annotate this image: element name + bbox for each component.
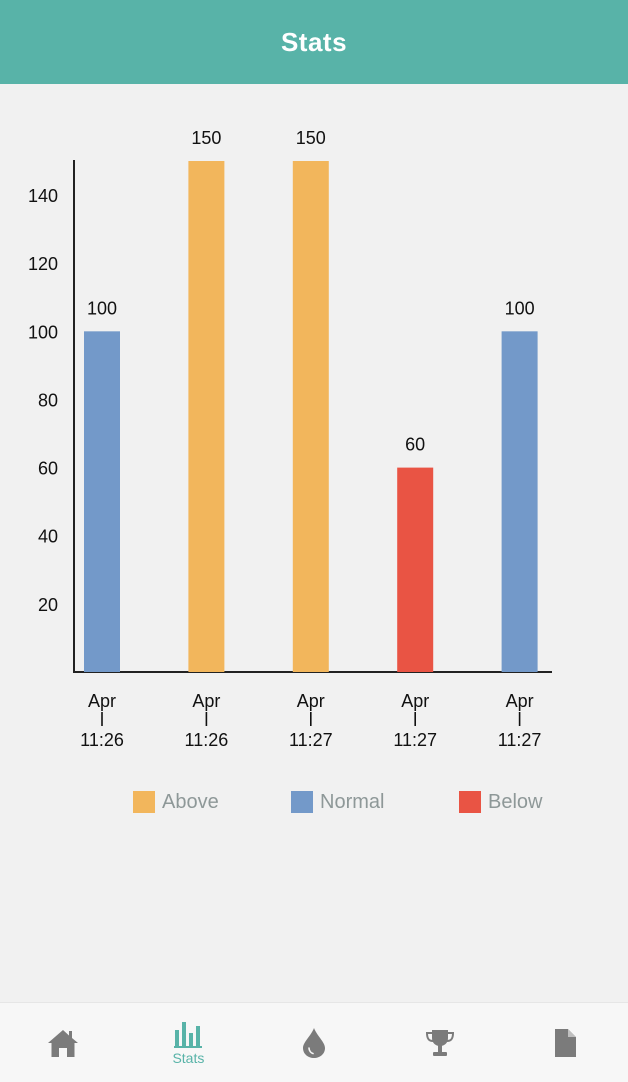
x-tick-label-month: Apr <box>192 691 220 711</box>
legend-swatch <box>459 791 481 813</box>
bar-2 <box>188 161 225 672</box>
tab-drop[interactable] <box>251 1003 377 1082</box>
stats-icon <box>174 1020 203 1048</box>
tab-trophy[interactable] <box>377 1003 503 1082</box>
bar-chart-svg: 20 40 60 80 100 120 140 100 Apr 11:26 150 Apr 11:26 1… <box>28 128 552 750</box>
bar-value-label: 150 <box>296 128 326 148</box>
tab-bar: Stats <box>0 1002 628 1082</box>
bar-value-label: 100 <box>87 298 117 318</box>
legend-item-below: Below <box>459 784 542 820</box>
y-tick-label: 40 <box>38 527 58 547</box>
chart-legend: Above Normal Below <box>0 784 628 820</box>
header-bar: Stats <box>0 0 628 84</box>
x-tick-label-time: 11:26 <box>80 730 124 750</box>
bar-3 <box>292 161 329 672</box>
tab-home[interactable] <box>0 1003 126 1082</box>
y-tick-label: 80 <box>38 390 58 410</box>
document-icon <box>553 1028 577 1058</box>
bar-4 <box>397 467 434 672</box>
x-tick-label-month: Apr <box>506 691 534 711</box>
x-tick-label-time: 11:27 <box>289 730 333 750</box>
y-tick-label: 20 <box>38 595 58 615</box>
legend-item-normal: Normal <box>291 784 384 820</box>
page-title: Stats <box>280 26 348 57</box>
tab-stats[interactable]: Stats <box>126 1003 252 1082</box>
x-tick-label-time: 11:27 <box>393 730 437 750</box>
legend-item-above: Above <box>133 784 219 820</box>
legend-swatch <box>133 791 155 813</box>
y-tick-label: 100 <box>28 322 58 342</box>
x-tick-label-month: Apr <box>88 691 116 711</box>
x-tick-label-month: Apr <box>401 691 429 711</box>
trophy-icon <box>424 1028 456 1058</box>
bar-value-label: 60 <box>405 435 425 455</box>
bar-value-label: 100 <box>505 298 535 318</box>
x-tick-label-time: 11:26 <box>185 730 229 750</box>
x-tick-label-month: Apr <box>297 691 325 711</box>
tab-label: Stats <box>172 1050 205 1066</box>
x-tick-label-time: 11:27 <box>498 730 542 750</box>
y-tick-label: 140 <box>28 186 58 206</box>
bar-value-label: 150 <box>191 128 221 148</box>
bar-1 <box>84 331 120 672</box>
tab-document[interactable] <box>502 1003 628 1082</box>
y-tick-label: 60 <box>38 459 58 479</box>
legend-label: Normal <box>320 790 385 813</box>
drop-icon <box>301 1027 327 1059</box>
y-tick-label: 120 <box>28 254 58 274</box>
legend-label: Below <box>488 790 543 813</box>
home-icon <box>47 1028 79 1058</box>
legend-swatch <box>291 791 313 813</box>
bar-5 <box>501 331 538 672</box>
legend-label: Above <box>162 790 219 813</box>
bar-chart: 20 40 60 80 100 120 140 100 Apr 11:26 150 Apr 11:26 1… <box>0 84 628 764</box>
